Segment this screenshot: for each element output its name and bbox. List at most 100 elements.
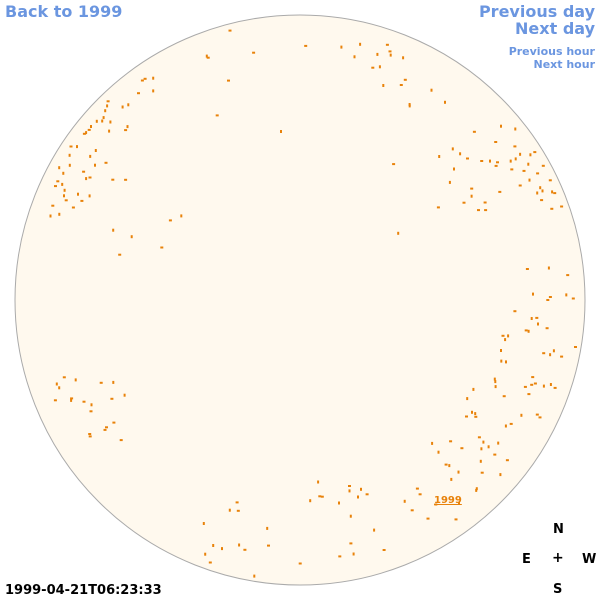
feature-mark bbox=[509, 422, 513, 425]
feature-mark bbox=[385, 43, 389, 46]
feature-mark bbox=[505, 459, 509, 462]
feature-mark bbox=[110, 397, 114, 400]
feature-mark bbox=[54, 185, 57, 188]
feature-mark bbox=[87, 128, 91, 131]
feature-mark bbox=[537, 322, 539, 326]
feature-mark bbox=[552, 349, 555, 353]
feature-mark bbox=[56, 180, 60, 183]
feature-mark bbox=[494, 141, 498, 143]
feature-mark bbox=[549, 353, 552, 357]
feature-mark bbox=[382, 549, 386, 551]
compass-south: S bbox=[553, 582, 563, 597]
feature-mark bbox=[477, 436, 481, 439]
feature-mark bbox=[89, 410, 93, 413]
feature-mark bbox=[527, 329, 530, 333]
feature-mark bbox=[566, 274, 570, 277]
feature-mark bbox=[49, 214, 52, 218]
feature-mark bbox=[465, 415, 468, 418]
feature-mark bbox=[76, 145, 78, 149]
feature-mark bbox=[520, 413, 523, 417]
feature-mark bbox=[238, 543, 241, 547]
feature-mark bbox=[106, 100, 110, 103]
next-day-link[interactable]: Next day bbox=[515, 19, 595, 38]
feature-mark bbox=[309, 499, 312, 503]
feature-mark bbox=[82, 170, 86, 173]
feature-mark bbox=[497, 441, 500, 445]
feature-mark bbox=[535, 316, 539, 319]
feature-mark bbox=[126, 125, 129, 129]
feature-mark bbox=[504, 338, 507, 342]
feature-mark bbox=[82, 400, 86, 403]
feature-mark bbox=[494, 380, 497, 384]
feature-mark bbox=[252, 51, 256, 54]
next-hour-link[interactable]: Next hour bbox=[533, 58, 596, 71]
feature-mark bbox=[553, 386, 557, 389]
previous-day-link[interactable]: Previous day bbox=[478, 2, 595, 21]
feature-mark bbox=[415, 487, 419, 490]
feature-mark bbox=[403, 499, 406, 503]
feature-mark bbox=[410, 509, 414, 512]
feature-mark bbox=[137, 92, 140, 95]
feature-mark bbox=[392, 163, 396, 166]
feature-mark bbox=[460, 447, 464, 450]
feature-mark bbox=[77, 192, 79, 196]
feature-mark bbox=[519, 152, 522, 156]
feature-mark bbox=[507, 334, 510, 338]
feature-mark bbox=[365, 493, 369, 496]
feature-mark bbox=[541, 164, 545, 167]
feature-mark bbox=[349, 542, 353, 545]
region-label-link[interactable]: 1999 bbox=[434, 495, 462, 506]
feature-mark bbox=[472, 130, 476, 133]
feature-mark bbox=[477, 209, 480, 212]
feature-mark bbox=[168, 219, 172, 222]
feature-mark bbox=[479, 459, 482, 463]
solar-disk bbox=[14, 14, 586, 586]
feature-mark bbox=[85, 131, 88, 135]
feature-mark bbox=[529, 153, 532, 157]
feature-mark bbox=[85, 177, 88, 181]
feature-mark bbox=[371, 66, 375, 69]
previous-hour-link[interactable]: Previous hour bbox=[508, 45, 595, 58]
feature-mark bbox=[340, 45, 343, 49]
feature-mark bbox=[112, 421, 116, 424]
feature-mark bbox=[88, 176, 92, 179]
feature-mark bbox=[504, 424, 507, 428]
feature-mark bbox=[546, 299, 550, 301]
feature-mark bbox=[475, 488, 478, 492]
feature-mark bbox=[458, 501, 460, 505]
feature-mark bbox=[505, 360, 507, 364]
feature-mark bbox=[205, 54, 208, 58]
observation-timestamp: 1999-04-21T06:23:33 bbox=[5, 583, 162, 598]
feature-mark bbox=[228, 29, 232, 32]
feature-mark bbox=[373, 528, 376, 532]
feature-mark bbox=[109, 120, 112, 124]
feature-mark bbox=[574, 346, 577, 348]
feature-mark bbox=[480, 471, 484, 474]
feature-mark bbox=[474, 415, 478, 418]
feature-mark bbox=[408, 104, 411, 108]
feature-mark bbox=[451, 147, 454, 151]
feature-mark bbox=[527, 162, 530, 166]
feature-mark bbox=[88, 194, 91, 198]
feature-mark bbox=[61, 182, 64, 186]
feature-mark bbox=[426, 517, 430, 520]
feature-mark bbox=[548, 296, 552, 298]
feature-mark bbox=[530, 383, 534, 386]
feature-mark bbox=[152, 76, 155, 80]
feature-mark bbox=[318, 495, 322, 498]
feature-mark bbox=[378, 65, 381, 69]
feature-mark bbox=[349, 514, 352, 518]
back-to-year-link[interactable]: Back to 1999 bbox=[5, 2, 123, 21]
feature-mark bbox=[523, 385, 527, 388]
feature-mark bbox=[449, 440, 453, 443]
feature-mark bbox=[457, 470, 460, 474]
feature-mark bbox=[565, 293, 568, 297]
feature-mark bbox=[112, 380, 115, 384]
feature-mark bbox=[140, 79, 144, 82]
feature-markers bbox=[49, 29, 577, 578]
feature-mark bbox=[235, 501, 239, 504]
feature-mark bbox=[514, 127, 517, 131]
feature-mark bbox=[206, 56, 210, 59]
feature-mark bbox=[448, 464, 451, 468]
feature-mark bbox=[228, 508, 231, 512]
